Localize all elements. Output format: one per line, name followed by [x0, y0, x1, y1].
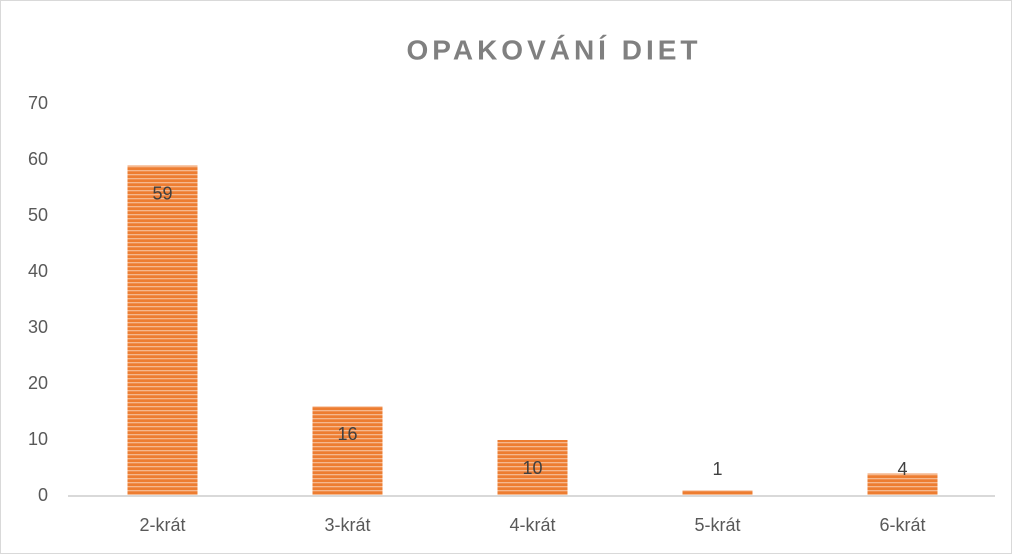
x-tick-label: 2-krát [139, 515, 185, 535]
x-tick-label: 3-krát [324, 515, 370, 535]
y-tick-label: 30 [28, 317, 48, 337]
y-tick-label: 50 [28, 205, 48, 225]
y-tick-label: 60 [28, 149, 48, 169]
data-label: 1 [712, 459, 722, 479]
bar [867, 473, 938, 496]
bar [682, 490, 753, 496]
y-tick-label: 10 [28, 429, 48, 449]
bar [497, 440, 568, 496]
bar [312, 406, 383, 496]
x-tick-label: 4-krát [509, 515, 555, 535]
data-label: 16 [337, 424, 357, 444]
y-tick-label: 70 [28, 93, 48, 113]
x-tick-label: 6-krát [879, 515, 925, 535]
bar [127, 165, 198, 496]
x-tick-label: 5-krát [694, 515, 740, 535]
chart-title: OPAKOVÁNÍ DIET [406, 34, 701, 65]
data-label: 4 [897, 459, 907, 479]
y-tick-label: 40 [28, 261, 48, 281]
y-tick-label: 20 [28, 373, 48, 393]
y-tick-label: 0 [38, 485, 48, 505]
data-label: 10 [522, 458, 542, 478]
data-label: 59 [152, 183, 172, 203]
